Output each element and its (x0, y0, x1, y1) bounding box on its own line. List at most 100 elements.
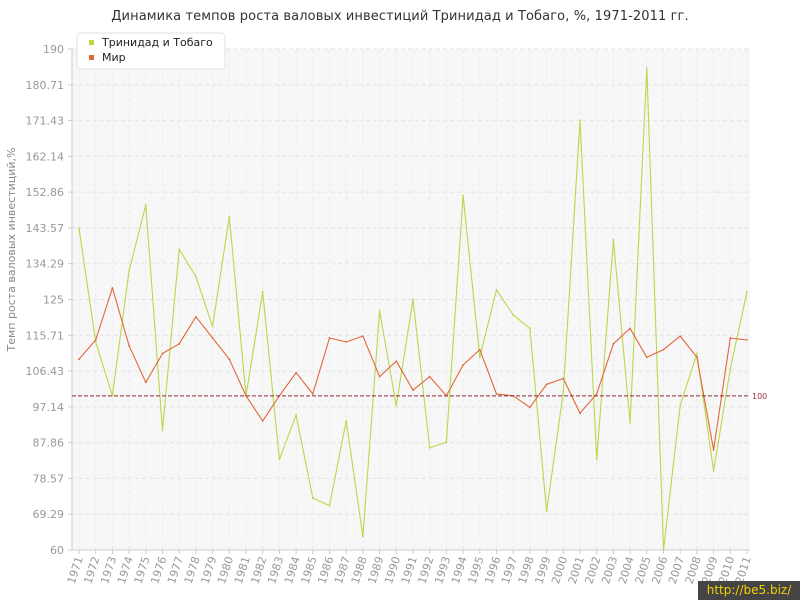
data-point (529, 406, 531, 409)
data-point (696, 352, 698, 355)
data-point (562, 377, 565, 380)
data-point (545, 383, 548, 386)
y-tick-label: 60 (50, 544, 64, 557)
y-tick-label: 152.86 (26, 186, 65, 199)
legend[interactable]: Тринидад и Тобаго Мир (76, 32, 226, 70)
y-tick-label: 162.14 (26, 150, 65, 163)
data-point (195, 315, 197, 318)
watermark-link[interactable]: http://be5.biz/ (698, 581, 800, 600)
data-point (311, 393, 314, 395)
data-point (579, 412, 581, 415)
data-point (746, 339, 748, 341)
data-point (629, 327, 631, 330)
data-point (261, 419, 264, 422)
y-axis-ticks: 60 69.29 78.57 87.86 97.14 106.43 115.71 125 134… (26, 43, 72, 557)
data-point (645, 356, 648, 359)
data-point (612, 342, 615, 345)
data-point (545, 510, 548, 513)
data-point (128, 269, 131, 272)
data-point (395, 404, 398, 407)
data-point (211, 325, 214, 328)
data-point (378, 310, 381, 312)
data-point (195, 275, 197, 278)
data-point (746, 290, 748, 293)
data-point (94, 339, 97, 341)
data-point (311, 497, 314, 499)
y-tick-label: 171.43 (26, 115, 65, 128)
y-axis-label: Темп роста валовых инвестиций,% (5, 148, 18, 353)
data-point (662, 348, 665, 351)
y-tick-label: 106.43 (26, 365, 65, 378)
data-point (412, 298, 414, 301)
data-point (729, 337, 732, 339)
data-point (395, 360, 398, 363)
data-point (362, 535, 364, 538)
data-point (662, 549, 665, 551)
data-point (278, 458, 281, 461)
y-tick-label: 180.71 (26, 79, 65, 92)
data-point (679, 404, 682, 407)
data-point (161, 429, 164, 432)
data-point (412, 389, 414, 391)
data-point (428, 375, 431, 378)
data-point (629, 421, 631, 424)
data-point (645, 67, 648, 70)
y-tick-label: 134.29 (26, 258, 65, 271)
data-point (729, 367, 732, 370)
data-point (478, 348, 481, 351)
reference-line-label: 100 (752, 392, 767, 401)
data-point (178, 248, 181, 251)
data-point (378, 375, 381, 378)
data-point (579, 119, 581, 122)
data-point (261, 290, 264, 293)
data-point (328, 504, 331, 507)
x-axis-ticks: 1971197219731974197519761977197819791980… (65, 550, 754, 586)
y-tick-label: 190 (43, 43, 64, 56)
legend-swatch (89, 55, 94, 60)
data-point (228, 215, 231, 218)
data-point (345, 419, 348, 422)
data-point (495, 288, 498, 291)
data-point (562, 391, 565, 393)
legend-box (76, 32, 226, 70)
data-point (345, 340, 348, 343)
data-point (462, 364, 464, 366)
data-point (144, 381, 147, 384)
data-point (94, 340, 97, 343)
data-point (295, 414, 297, 417)
legend-swatch (89, 40, 94, 45)
legend-label: Мир (102, 51, 126, 64)
y-tick-label: 125 (43, 294, 64, 307)
data-point (328, 337, 331, 339)
data-point (445, 441, 448, 443)
legend-label: Тринидад и Тобаго (101, 36, 213, 49)
data-point (178, 342, 181, 345)
data-point (128, 344, 131, 347)
data-point (161, 352, 164, 355)
data-point (512, 314, 515, 316)
y-tick-label: 87.86 (33, 437, 65, 450)
series-lines (78, 67, 748, 551)
data-point (595, 393, 598, 395)
y-tick-label: 115.71 (26, 329, 65, 342)
y-tick-label: 78.57 (33, 472, 65, 485)
data-point (295, 371, 297, 374)
data-point (712, 448, 715, 451)
data-point (78, 227, 80, 230)
y-tick-label: 97.14 (33, 401, 65, 414)
data-point (612, 238, 615, 241)
y-tick-label: 69.29 (33, 508, 65, 521)
data-point (595, 458, 598, 461)
y-tick-label: 143.57 (26, 222, 65, 235)
data-point (478, 356, 481, 359)
data-point (696, 356, 698, 359)
data-point (111, 287, 114, 289)
chart-title: Динамика темпов роста валовых инвестиций… (111, 9, 689, 24)
data-point (428, 446, 431, 449)
data-point (362, 335, 364, 338)
data-point (529, 327, 531, 330)
reference-line: 100 (72, 392, 767, 401)
data-point (144, 204, 147, 206)
data-point (211, 337, 214, 339)
